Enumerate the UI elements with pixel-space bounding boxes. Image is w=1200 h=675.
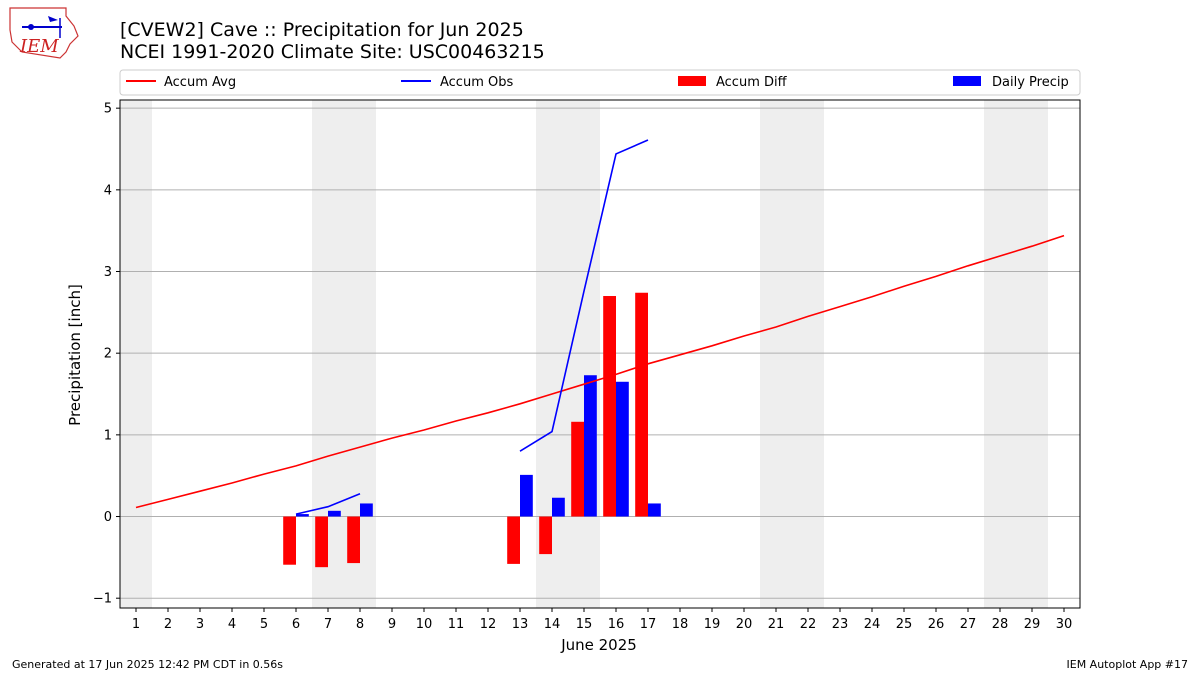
x-tick-label: 26 (928, 617, 945, 632)
y-tick-label: 4 (104, 183, 112, 198)
daily-precip-bar (328, 510, 341, 517)
x-tick-label: 19 (704, 617, 721, 632)
x-tick-label: 22 (800, 617, 817, 632)
x-tick-label: 12 (480, 617, 497, 632)
footer-app-id: IEM Autoplot App #17 (1066, 658, 1189, 671)
x-tick-label: 17 (640, 617, 657, 632)
logo-text: IEM (19, 36, 59, 57)
x-tick-label: 7 (324, 617, 332, 632)
y-tick-label: 1 (104, 428, 112, 443)
x-tick-label: 2 (164, 617, 172, 632)
x-tick-label: 13 (512, 617, 529, 632)
x-tick-label: 14 (544, 617, 561, 632)
x-tick-label: 6 (292, 617, 300, 632)
x-tick-label: 5 (260, 617, 268, 632)
x-tick-label: 20 (736, 617, 753, 632)
weekend-band-0 (120, 100, 152, 608)
x-tick-label: 9 (388, 617, 396, 632)
daily-precip-bar (648, 503, 661, 517)
x-tick-label: 16 (608, 617, 625, 632)
accum-diff-bar (283, 516, 296, 565)
accum-diff-bar (347, 516, 360, 564)
x-tick-label: 29 (1024, 617, 1041, 632)
legend-swatch-daily-precip (953, 76, 981, 86)
daily-precip-bar (520, 474, 533, 517)
x-tick-label: 18 (672, 617, 689, 632)
x-tick-label: 30 (1056, 617, 1073, 632)
x-tick-label: 11 (448, 617, 465, 632)
y-tick-label: −1 (93, 592, 112, 607)
accum-diff-bar (539, 516, 552, 555)
daily-precip-bar (296, 514, 309, 517)
x-tick-label: 15 (576, 617, 593, 632)
iowa-outline-icon (9, 7, 79, 59)
x-tick-label: 1 (132, 617, 140, 632)
y-tick-label: 2 (104, 347, 112, 362)
accum-obs-line (295, 139, 649, 515)
legend-label-accum-obs: Accum Obs (440, 75, 513, 90)
plot-frame (119, 99, 1081, 609)
footer-generated: Generated at 17 Jun 2025 12:42 PM CDT in… (12, 658, 284, 671)
station-dot-icon (28, 24, 34, 30)
legend-label-accum-avg: Accum Avg (164, 75, 236, 90)
x-tick-label: 3 (196, 617, 204, 632)
y-axis-label: Precipitation [inch] (66, 284, 84, 426)
y-tick-label: 0 (104, 510, 112, 525)
accum-diff-bar (507, 516, 520, 564)
x-tick-label: 8 (356, 617, 364, 632)
x-tick-label: 10 (416, 617, 433, 632)
y-tick-label: 5 (104, 102, 112, 117)
iem-logo: IEM (9, 7, 79, 59)
x-tick-label: 24 (864, 617, 881, 632)
daily-precip-bar (616, 381, 629, 517)
accum-diff-bar (315, 516, 328, 568)
legend-frame (119, 69, 1081, 96)
accum-avg-line (135, 234, 1065, 509)
x-tick-label: 4 (228, 617, 236, 632)
legend: Accum Avg Accum Obs Accum Diff Daily Pre… (119, 69, 1081, 96)
daily-precip-bar (552, 497, 565, 517)
x-tick-label: 21 (768, 617, 785, 632)
legend-label-accum-diff: Accum Diff (716, 75, 788, 90)
accum-diff-bar (603, 296, 616, 517)
chart-title: [CVEW2] Cave :: Precipitation for Jun 20… (120, 19, 524, 41)
x-tick-label: 23 (832, 617, 849, 632)
weekend-band-3 (760, 100, 824, 608)
x-tick-label: 27 (960, 617, 977, 632)
accum-diff-bar (571, 421, 584, 517)
x-axis-label: June 2025 (560, 636, 637, 654)
legend-label-daily-precip: Daily Precip (992, 75, 1069, 90)
weekend-band-4 (984, 100, 1048, 608)
y-tick-label: 3 (104, 265, 112, 280)
x-tick-label: 28 (992, 617, 1009, 632)
legend-swatch-accum-diff (678, 76, 706, 86)
accum-diff-bar (635, 292, 648, 517)
wind-vane-icon (48, 16, 58, 22)
x-tick-label: 25 (896, 617, 913, 632)
chart-subtitle: NCEI 1991-2020 Climate Site: USC00463215 (120, 41, 545, 63)
daily-precip-bar (360, 503, 373, 517)
daily-precip-bar (584, 375, 597, 517)
